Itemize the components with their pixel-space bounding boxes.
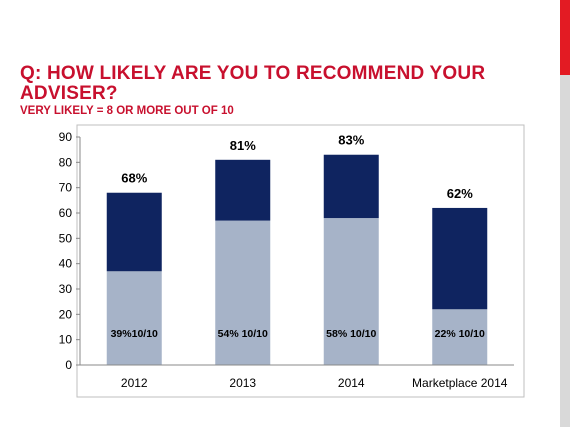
bar-segment-top — [215, 159, 271, 221]
x-category-label: 2014 — [338, 376, 365, 390]
x-category-label: Marketplace 2014 — [412, 376, 508, 390]
bar-total-label: 62% — [447, 186, 473, 201]
bar-inside-label: 58% 10/10 — [326, 328, 376, 340]
x-category-label: 2012 — [121, 376, 148, 390]
y-tick-label: 40 — [59, 257, 73, 271]
bar-segment-top — [432, 207, 488, 310]
bar-segment-top — [106, 192, 162, 272]
bar-segment-bottom — [323, 218, 379, 365]
bar-inside-label: 22% 10/10 — [435, 328, 485, 340]
y-tick-label: 80 — [59, 155, 73, 169]
y-tick-label: 30 — [59, 282, 73, 296]
slide-title: Q: HOW LIKELY ARE YOU TO RECOMMEND YOUR … — [20, 63, 486, 104]
accent-bar — [560, 0, 570, 427]
bar-segment-bottom — [432, 309, 488, 365]
bar-segment-top — [323, 154, 379, 219]
bar-total-label: 81% — [230, 138, 256, 153]
bar-total-label: 83% — [338, 133, 364, 148]
x-category-label: 2013 — [229, 376, 256, 390]
bar-inside-label: 54% 10/10 — [218, 328, 268, 340]
title-block: Q: HOW LIKELY ARE YOU TO RECOMMEND YOUR … — [20, 64, 540, 118]
y-tick-label: 0 — [65, 358, 72, 372]
accent-bar-grey — [560, 75, 570, 427]
bar-segment-bottom — [215, 220, 271, 365]
y-tick-label: 20 — [59, 307, 73, 321]
y-tick-label: 60 — [59, 206, 73, 220]
y-tick-label: 70 — [59, 181, 73, 195]
y-tick-label: 90 — [59, 130, 73, 144]
slide-subtitle: VERY LIKELY = 8 OR MORE OUT OF 10 — [20, 105, 234, 117]
y-tick-label: 50 — [59, 231, 73, 245]
bar-inside-label: 39%10/10 — [111, 328, 158, 340]
bar-segment-bottom — [106, 271, 162, 365]
chart-frame — [76, 124, 525, 398]
y-tick-label: 10 — [59, 333, 73, 347]
bar-total-label: 68% — [121, 171, 147, 186]
